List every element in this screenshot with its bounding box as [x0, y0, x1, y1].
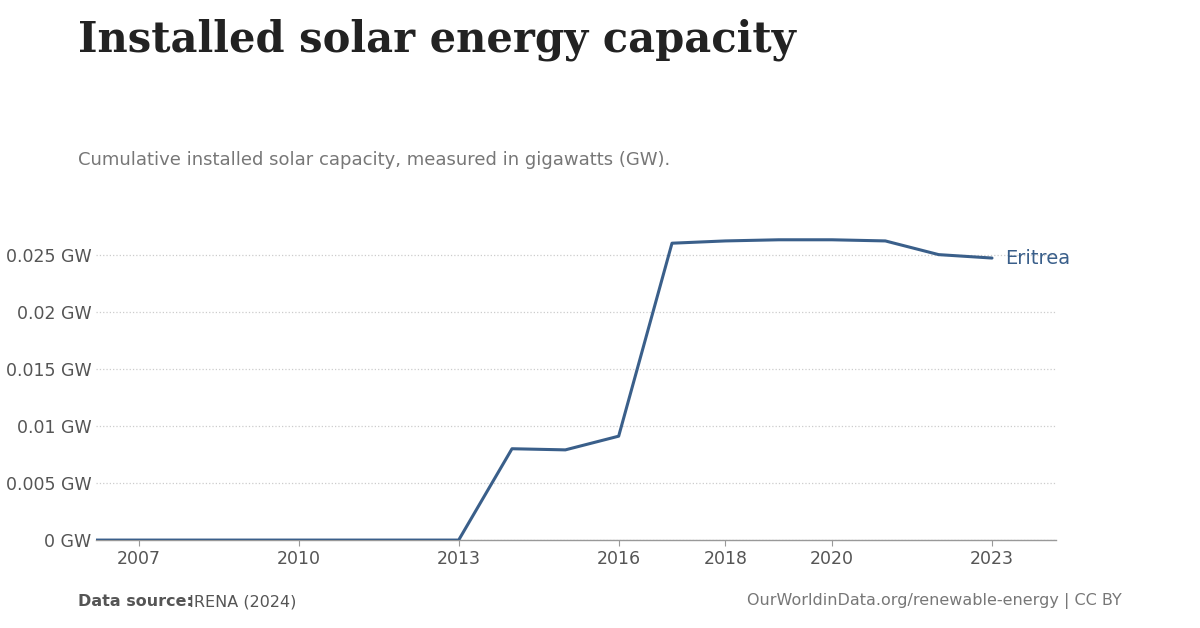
- Text: Cumulative installed solar capacity, measured in gigawatts (GW).: Cumulative installed solar capacity, mea…: [78, 151, 671, 169]
- Text: Data source:: Data source:: [78, 594, 193, 609]
- Text: Our World
in Data: Our World in Data: [1074, 58, 1158, 95]
- Text: IRENA (2024): IRENA (2024): [184, 594, 296, 609]
- Text: Eritrea: Eritrea: [1006, 249, 1070, 268]
- Text: OurWorldinData.org/renewable-energy | CC BY: OurWorldinData.org/renewable-energy | CC…: [748, 593, 1122, 609]
- Text: Installed solar energy capacity: Installed solar energy capacity: [78, 19, 796, 62]
